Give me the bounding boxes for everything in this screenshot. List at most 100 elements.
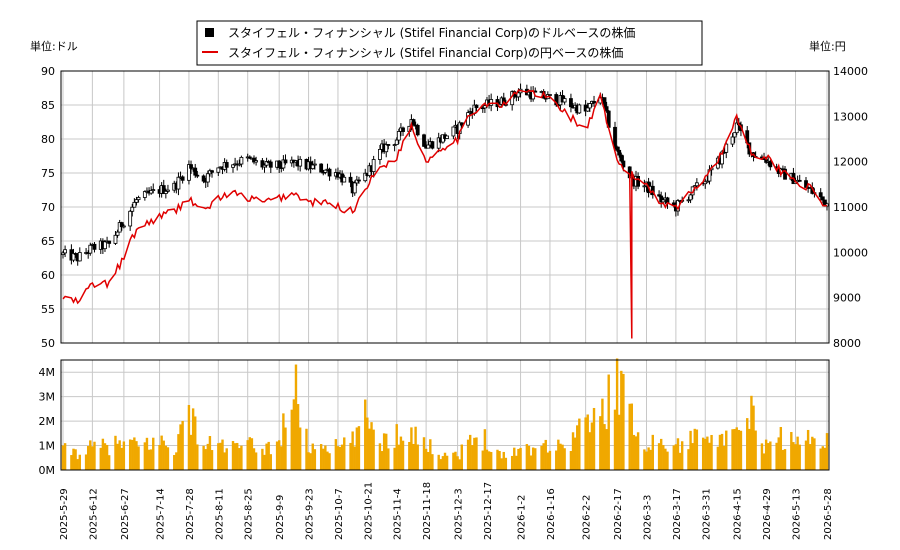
volume-bar: [722, 445, 726, 470]
volume-bar: [777, 437, 780, 470]
volume-bar: [603, 424, 606, 470]
volume-bar: [441, 456, 445, 470]
volume-bar: [691, 443, 694, 470]
right-tick-label: 9000: [833, 292, 861, 305]
candle-body: [149, 189, 154, 194]
volume-bar: [206, 443, 210, 470]
volume-bar: [662, 445, 665, 470]
volume-bar: [502, 451, 505, 470]
x-tick-label: 2025-9-23: [305, 488, 316, 540]
volume-bar: [76, 459, 79, 470]
volume-bar: [252, 448, 256, 470]
candle-body: [132, 201, 137, 208]
volume-bar: [307, 452, 310, 470]
x-axis-ticks: 2025-5-29 2025-6-12 2025-6-27 2025-7-14 2025…: [59, 482, 834, 540]
candle-body: [252, 157, 256, 163]
x-tick-label: 2025-8-25: [244, 488, 255, 540]
candle-body: [489, 99, 494, 106]
volume-bar: [649, 449, 652, 470]
volume-bar: [292, 399, 296, 470]
candle-body: [602, 97, 607, 108]
volume-bar: [298, 427, 302, 470]
x-tick-label: 2026-5-13: [792, 488, 803, 540]
volume-bar: [689, 430, 692, 470]
left-axis-ticks: 50 55 60 65 70 75 80 85 90: [41, 65, 55, 350]
volume-bar: [128, 439, 132, 470]
volume-bar: [210, 450, 214, 470]
volume-bar: [613, 409, 617, 470]
volume-bar: [618, 414, 621, 470]
right-tick-label: 10000: [833, 246, 868, 259]
volume-bar: [204, 449, 207, 470]
candle-body: [783, 168, 787, 180]
candle-body: [686, 199, 691, 202]
x-tick-label: 2025-10-21: [363, 482, 374, 540]
candle-body: [180, 176, 185, 181]
volume-bar: [674, 444, 678, 470]
x-tick-label: 2025-8-11: [214, 488, 225, 540]
volume-bar: [468, 434, 472, 470]
candle-body: [71, 253, 76, 261]
volume-bar: [219, 442, 222, 470]
volume-bar: [708, 442, 711, 470]
right-unit-label: 単位:円: [809, 39, 846, 53]
volume-bar: [588, 432, 592, 470]
volume-bar: [676, 438, 680, 470]
volume-bar: [282, 413, 285, 470]
volume-bar: [177, 434, 180, 470]
volume-tick-label: 0M: [39, 464, 56, 477]
candle-body: [401, 127, 405, 132]
volume-bar: [294, 364, 298, 470]
volume-bar: [414, 426, 417, 470]
volume-bar: [555, 450, 558, 470]
volume-bar: [632, 434, 636, 470]
volume-bar: [819, 448, 822, 470]
volume-bar: [760, 443, 764, 470]
volume-bar: [248, 437, 252, 470]
candle-body: [193, 167, 198, 176]
volume-bar: [189, 434, 193, 470]
volume-bar: [517, 448, 520, 470]
volume-bar: [487, 451, 491, 470]
candle-body: [107, 240, 112, 244]
left-tick-label: 75: [41, 167, 55, 180]
legend-usd-swatch: [205, 28, 214, 37]
candle-body: [569, 98, 573, 108]
volume-tick-label: 4M: [39, 366, 56, 379]
jpy-price-line: [62, 89, 828, 339]
candle-body: [63, 249, 67, 254]
candle-body: [562, 98, 567, 103]
candle-body: [121, 225, 126, 228]
volume-bar: [473, 437, 476, 470]
volume-bar: [659, 438, 663, 470]
candle-body: [166, 189, 170, 192]
price-panel-frame: [60, 70, 830, 344]
candle-body: [88, 244, 93, 254]
candle-body: [247, 156, 252, 159]
volume-bar: [716, 446, 720, 470]
volume-bar: [152, 437, 155, 470]
x-tick-label: 2025-11-18: [422, 482, 433, 540]
volume-bar: [233, 443, 237, 470]
left-tick-label: 55: [41, 303, 55, 316]
volume-bar: [74, 449, 77, 470]
volume-bar: [790, 431, 793, 470]
candle-body: [134, 199, 139, 203]
candle-body: [115, 231, 120, 236]
volume-bar: [187, 405, 191, 470]
volume-bar: [246, 440, 249, 470]
volume-bar: [120, 447, 123, 470]
volume-bar: [746, 418, 749, 470]
volume-bar: [231, 441, 235, 470]
candle-body: [554, 94, 559, 106]
volume-bar: [194, 416, 197, 470]
candle-body: [130, 206, 135, 212]
volume-bar: [296, 404, 300, 470]
volume-bar: [739, 430, 743, 470]
volume-bar: [202, 445, 205, 470]
candle-body: [354, 179, 359, 184]
candle-body: [688, 194, 693, 201]
x-tick-label: 2025-11-4: [393, 488, 404, 540]
volume-tick-label: 3M: [39, 391, 56, 404]
